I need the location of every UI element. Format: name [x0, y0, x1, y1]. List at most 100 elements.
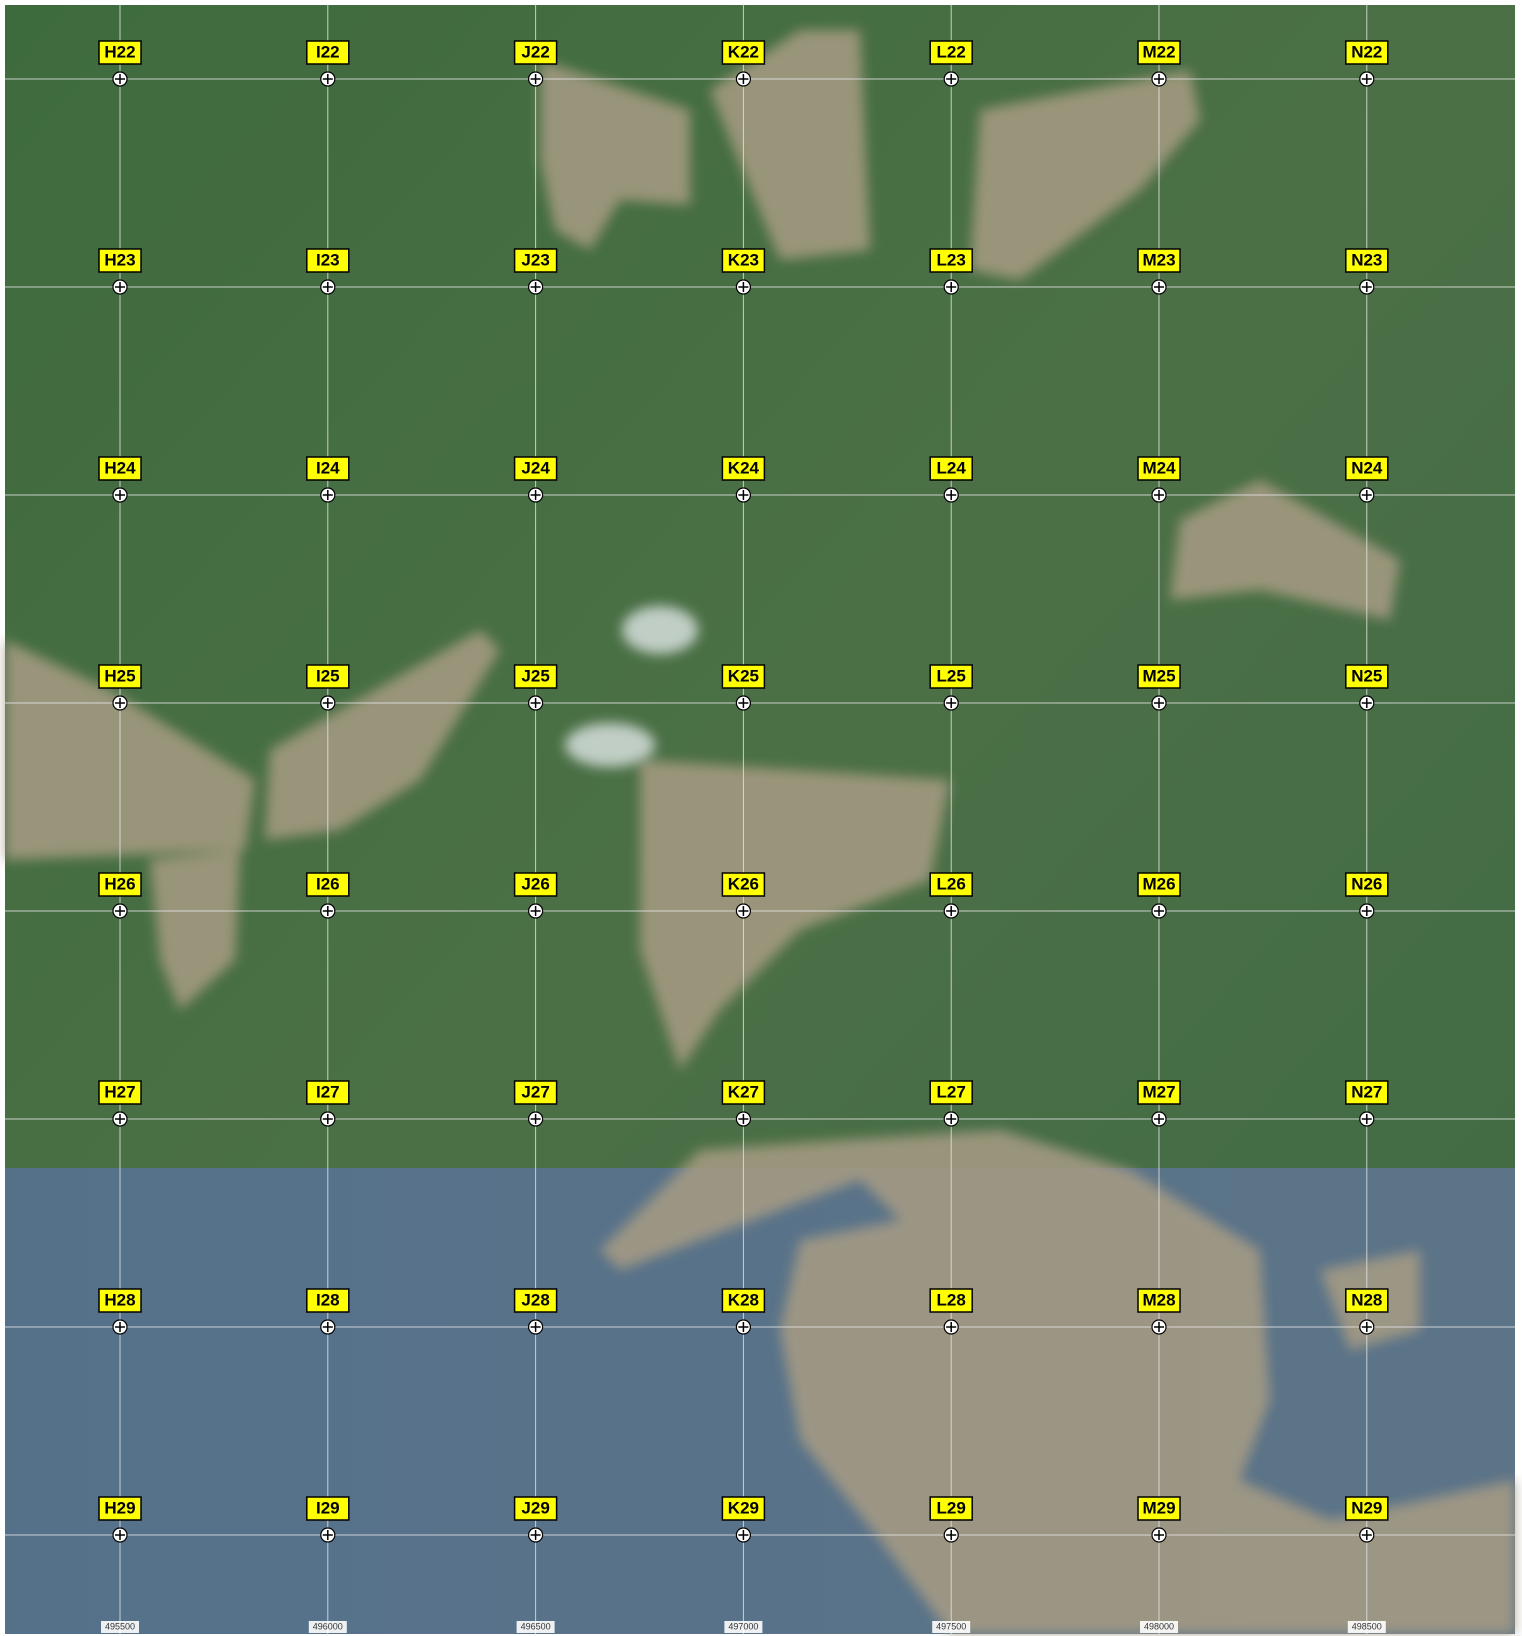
- cell-label: M24: [1142, 458, 1176, 477]
- cell-label: N29: [1351, 1498, 1382, 1517]
- cell-label: H24: [104, 458, 136, 477]
- label-box: [929, 664, 973, 689]
- grid-cell: I24: [306, 456, 350, 503]
- grid-marker-cross: [530, 1530, 541, 1540]
- cell-label: M28: [1142, 1290, 1175, 1309]
- clearings: [5, 30, 1515, 1634]
- label-box: [1345, 456, 1389, 481]
- cell-label: I22: [316, 42, 340, 61]
- grid-marker-cross: [1154, 74, 1164, 84]
- cell-label: J22: [521, 42, 549, 61]
- grid-marker-cross: [322, 1322, 333, 1332]
- cell-label: M27: [1142, 1082, 1175, 1101]
- label-box: [1137, 1288, 1181, 1313]
- cell-label: K22: [728, 42, 759, 61]
- cell-label: L24: [937, 458, 967, 477]
- grid-marker-cross: [322, 906, 333, 916]
- grid-cell: L23: [929, 248, 973, 295]
- grid-cell: I27: [306, 1080, 350, 1127]
- grid-cell: K29: [721, 1496, 766, 1543]
- grid-marker-cross: [1361, 282, 1372, 292]
- grid-marker-cross: [738, 282, 749, 292]
- grid-cell: M22: [1137, 40, 1181, 87]
- label-box: [721, 1288, 766, 1313]
- cell-label: M25: [1142, 666, 1175, 685]
- cell-label: N26: [1351, 874, 1382, 893]
- cell-label: M22: [1142, 42, 1175, 61]
- grid-marker-cross: [1154, 906, 1164, 916]
- label-box: [721, 872, 766, 897]
- grid-marker-cross: [738, 698, 749, 708]
- grid-marker-cross: [1361, 1114, 1372, 1124]
- grid-marker-cross: [1154, 1322, 1164, 1332]
- cell-label: L22: [937, 42, 966, 61]
- easting-label: 498000: [1144, 1621, 1174, 1631]
- label-box: [98, 1080, 142, 1105]
- grid-cell: J22: [513, 40, 558, 87]
- grid-marker-cross: [530, 906, 541, 916]
- cell-label: K27: [728, 1082, 759, 1101]
- grid-cell: N28: [1345, 1288, 1389, 1335]
- grid-marker-cross: [115, 74, 125, 84]
- easting-box: [308, 1621, 347, 1633]
- grid-marker-cross: [530, 74, 541, 84]
- grid-marker-cross: [738, 1114, 749, 1124]
- grid-marker-cross: [1154, 698, 1164, 708]
- label-box: [1345, 248, 1389, 273]
- label-box: [98, 456, 142, 481]
- grid-cell: N26: [1345, 872, 1389, 919]
- grid-cell: I22: [306, 40, 350, 87]
- cell-label: K29: [728, 1498, 759, 1517]
- label-box: [1137, 248, 1181, 273]
- grid-cell: I26: [306, 872, 350, 919]
- grid-marker-cross: [322, 1114, 333, 1124]
- label-box: [98, 872, 142, 897]
- cell-label: H23: [104, 250, 135, 269]
- grid-cell: H24: [98, 456, 142, 503]
- cell-label: L26: [937, 874, 966, 893]
- grid-cell: I25: [306, 664, 350, 711]
- grid-marker-cross: [738, 490, 749, 500]
- label-box: [929, 40, 973, 65]
- grid-cell: L29: [929, 1496, 973, 1543]
- grid-cell: N27: [1345, 1080, 1389, 1127]
- grid-marker-cross: [115, 906, 125, 916]
- grid-cell: H26: [98, 872, 142, 919]
- cell-label: M29: [1142, 1498, 1175, 1517]
- grid-cell: N25: [1345, 664, 1389, 711]
- cell-label: M26: [1142, 874, 1175, 893]
- grid-cell: N22: [1345, 40, 1389, 87]
- cell-label: I29: [316, 1498, 340, 1517]
- cell-label: I27: [316, 1082, 340, 1101]
- grid-marker-cross: [1154, 282, 1164, 292]
- cell-label: N23: [1351, 250, 1382, 269]
- cell-label: N28: [1351, 1290, 1382, 1309]
- label-box: [306, 456, 350, 481]
- grid-cell: L24: [929, 456, 973, 503]
- cell-label: J25: [521, 666, 549, 685]
- label-box: [306, 872, 350, 897]
- grid-marker-cross: [115, 1114, 125, 1124]
- grid-cell: M23: [1137, 248, 1181, 295]
- cell-label: H26: [104, 874, 135, 893]
- grid-cell: I23: [306, 248, 350, 295]
- cell-label: L27: [937, 1082, 966, 1101]
- imagery: [5, 5, 1515, 1634]
- grid-marker-cross: [322, 1530, 333, 1540]
- grid-marker-cross: [1361, 906, 1372, 916]
- label-box: [513, 248, 558, 273]
- grid-marker-cross: [530, 282, 541, 292]
- label-box: [306, 1080, 350, 1105]
- cell-label: N27: [1351, 1082, 1382, 1101]
- grid-marker-cross: [946, 74, 957, 84]
- cell-label: L25: [937, 666, 966, 685]
- grid-marker-cross: [115, 1322, 125, 1332]
- grid-cell: M27: [1137, 1080, 1181, 1127]
- cell-label: J28: [521, 1290, 549, 1309]
- grid-cell: N24: [1345, 456, 1389, 503]
- grid-marker-cross: [1361, 490, 1372, 500]
- label-box: [1137, 40, 1181, 65]
- cell-label: N24: [1351, 458, 1383, 477]
- grid-cell: J26: [513, 872, 558, 919]
- easting-label: 497500: [936, 1621, 966, 1631]
